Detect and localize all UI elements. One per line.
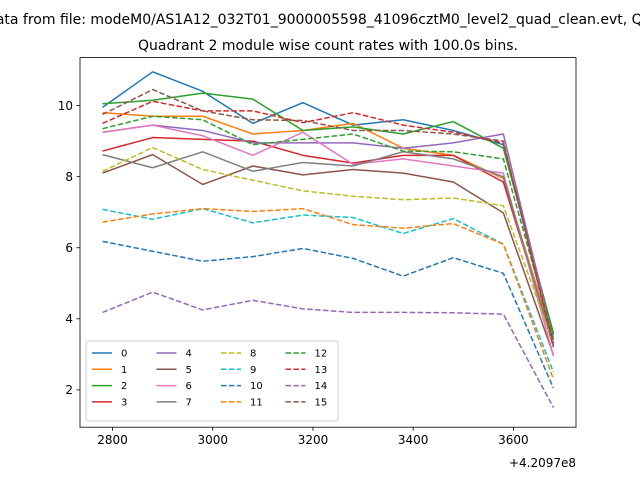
chart-title: Quadrant 2 module wise count rates with … [138,38,518,54]
legend-label-15: 15 [315,398,328,409]
x-tick-label: 3600 [498,433,529,447]
plot-area [102,71,555,409]
y-tick-label: 10 [58,99,73,113]
series-line-14 [102,291,555,409]
legend-label-10: 10 [250,381,263,392]
legend-label-1: 1 [121,365,127,376]
y-tick-label: 4 [65,312,73,326]
y-tick-label: 8 [65,170,73,184]
legend-label-9: 9 [250,365,256,376]
legend-label-8: 8 [250,349,256,360]
series-line-2 [102,92,555,334]
legend-label-2: 2 [121,381,127,392]
series-line-5 [102,153,555,356]
axes-frame [79,57,577,428]
series-line-6 [102,124,555,357]
x-offset-label: +4.2097e8 [509,456,576,470]
series-line-7 [102,151,555,348]
legend-label-7: 7 [186,398,192,409]
series-line-13 [102,100,555,344]
series-line-1 [102,111,555,341]
series-line-12 [102,115,555,339]
legend-label-6: 6 [186,381,192,392]
series-line-10 [102,240,555,389]
legend-label-0: 0 [121,349,127,360]
x-tick-label: 3200 [298,433,329,447]
series-line-11 [102,207,555,380]
series-line-4 [102,124,555,341]
y-tick-label: 2 [65,383,73,397]
series-line-3 [102,136,555,346]
series-line-15 [102,88,555,348]
x-tick-label: 3000 [197,433,228,447]
legend-label-3: 3 [121,398,127,409]
legend-label-14: 14 [315,381,328,392]
series-line-8 [102,146,555,344]
series-line-9 [102,207,555,373]
x-tick-label: 2800 [97,433,128,447]
figure-suptitle: Plotting data from file: modeM0/AS1A12_0… [0,12,640,28]
legend-label-4: 4 [186,349,192,360]
legend-box [85,340,339,422]
legend-label-13: 13 [315,365,328,376]
legend-label-12: 12 [315,349,328,360]
legend-label-11: 11 [250,398,263,409]
legend-label-5: 5 [186,365,192,376]
y-tick-label: 6 [65,241,73,255]
x-tick-label: 3400 [398,433,429,447]
